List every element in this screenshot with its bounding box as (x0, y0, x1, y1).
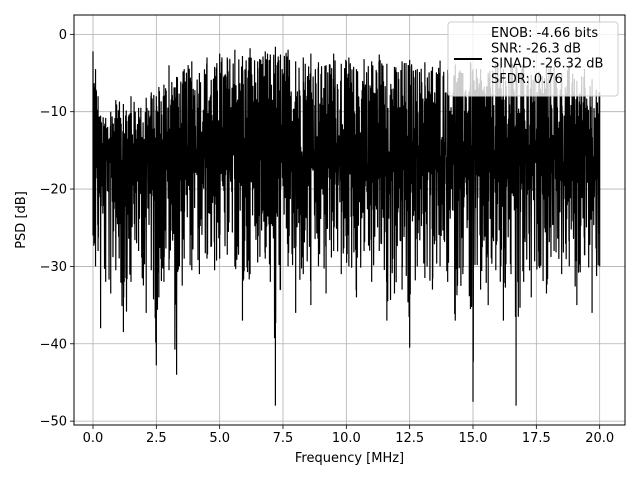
legend: ENOB: -4.66 bits SNR: -26.3 dB SINAD: -2… (447, 21, 619, 97)
x-tick-label: 20.0 (585, 431, 614, 446)
legend-box (447, 21, 619, 97)
x-tick-label: 10.0 (332, 431, 361, 446)
y-tick-label: 0 (59, 28, 67, 43)
x-tick-label: 2.5 (146, 431, 167, 446)
plot-area (92, 46, 601, 406)
y-tick-label: −50 (40, 415, 67, 430)
axis-ticks: 0.0 2.5 5.0 7.5 10.0 12.5 15.0 17.5 20.0 0 −10 −20 −… (40, 28, 615, 446)
x-tick-label: 7.5 (273, 431, 294, 446)
axes-frame (73, 14, 626, 426)
legend-entry-enob: ENOB: -4.66 bits (491, 26, 598, 41)
y-tick-label: −30 (40, 260, 67, 275)
psd-series-line (92, 46, 601, 406)
legend-entry-snr: SNR: -26.3 dB (491, 41, 581, 56)
x-tick-label: 12.5 (395, 431, 424, 446)
x-tick-label: 5.0 (209, 431, 230, 446)
x-axis-label: Frequency [MHz] (295, 451, 404, 466)
y-axis-label: PSD [dB] (14, 191, 29, 249)
legend-entry-sinad: SINAD: -26.32 dB (491, 57, 603, 72)
legend-entry-sfdr: SFDR: 0.76 (491, 72, 563, 87)
y-tick-label: −40 (40, 337, 67, 352)
y-tick-label: −20 (40, 183, 67, 198)
x-tick-label: 17.5 (522, 431, 551, 446)
x-tick-label: 15.0 (459, 431, 488, 446)
x-tick-label: 0.0 (83, 431, 104, 446)
y-tick-label: −10 (40, 105, 67, 120)
